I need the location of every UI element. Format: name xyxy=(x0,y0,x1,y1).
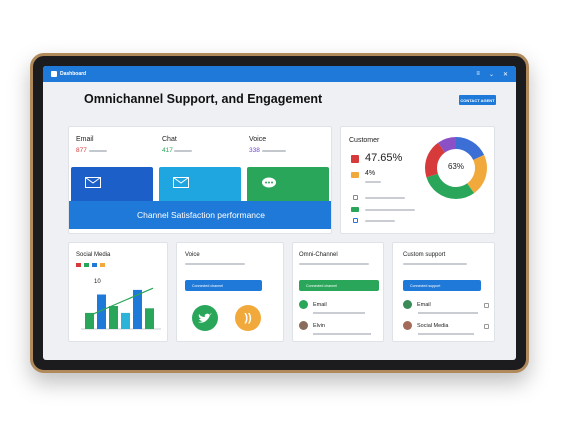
envelope-icon xyxy=(85,177,101,188)
email-label: Email xyxy=(76,136,94,143)
voice-subline xyxy=(262,150,286,152)
support-social-checkbox[interactable] xyxy=(484,324,489,329)
customer-secondary-value: 4% xyxy=(365,170,376,177)
app-logo-icon xyxy=(51,71,57,77)
custom-support-title: Custom support xyxy=(403,252,446,258)
twitter-icon[interactable] xyxy=(192,305,218,331)
bar-4 xyxy=(121,312,130,329)
legend-checkbox-2[interactable] xyxy=(353,218,358,223)
chat-tile[interactable] xyxy=(159,167,241,207)
chat-subline xyxy=(174,150,192,152)
customer-primary-value: 47.65% xyxy=(365,152,403,164)
support-item-social-line xyxy=(418,333,474,335)
voice-label: Voice xyxy=(249,136,267,143)
legend-swatch-green xyxy=(351,207,359,212)
metric-line xyxy=(365,181,381,183)
voice-wave-icon[interactable]: )) xyxy=(235,305,261,331)
social-swatches xyxy=(76,263,105,267)
custom-support-card: Custom support Connected support Email S… xyxy=(392,242,495,342)
app-title: Dashboard xyxy=(60,71,87,77)
voice-value: 338 xyxy=(249,147,260,154)
voice-tile[interactable] xyxy=(247,167,329,207)
email-tile[interactable] xyxy=(71,167,153,207)
support-email-avatar xyxy=(403,300,412,309)
custom-support-subline xyxy=(403,263,467,265)
email-avatar xyxy=(299,300,308,309)
voice-subline xyxy=(185,263,245,265)
voice-card: Voice Connected channel )) xyxy=(176,242,284,342)
voice-bubble-icon xyxy=(262,177,276,188)
support-social-avatar xyxy=(403,321,412,330)
title-bar: Dashboard ≡ ⌄ ✕ xyxy=(43,66,516,82)
customer-donut-chart xyxy=(425,137,487,199)
social-chart-value: 10 xyxy=(94,279,101,285)
elvin-avatar xyxy=(299,321,308,330)
minimize-icon[interactable]: ⌄ xyxy=(488,71,494,78)
bar-2 xyxy=(97,294,106,329)
support-email-checkbox[interactable] xyxy=(484,303,489,308)
email-subline xyxy=(89,150,107,152)
omni-connected-pill[interactable]: Connected channel xyxy=(299,280,379,291)
legend-line-3 xyxy=(365,220,395,222)
legend-line-2 xyxy=(365,209,415,211)
window-controls: ≡ ⌄ ✕ xyxy=(476,71,508,78)
omni-item-email[interactable]: Email xyxy=(299,300,327,309)
donut-center-value: 63% xyxy=(447,162,464,171)
dashboard-screen: Dashboard ≡ ⌄ ✕ Omnichannel Support, and… xyxy=(43,66,516,360)
contact-agent-button[interactable]: CONTACT AGENT xyxy=(459,95,496,105)
secondary-metric-icon xyxy=(351,172,359,178)
page-title: Omnichannel Support, and Engagement xyxy=(84,92,323,106)
voice-connected-pill[interactable]: Connected channel xyxy=(185,280,262,291)
omni-item-email-line xyxy=(313,312,365,314)
donut-segment-orange xyxy=(425,137,487,199)
omni-item-elvin[interactable]: Elvin xyxy=(299,321,325,330)
donut-segment-green xyxy=(425,137,487,199)
support-item-social[interactable]: Social Media xyxy=(403,321,449,330)
customer-label: Customer xyxy=(349,137,380,144)
tablet-frame: Dashboard ≡ ⌄ ✕ Omnichannel Support, and… xyxy=(30,53,529,373)
email-value: 877 xyxy=(76,147,87,154)
omni-item-elvin-line xyxy=(313,333,371,335)
primary-metric-icon xyxy=(351,155,359,163)
social-bar-chart xyxy=(81,287,161,330)
custom-support-pill[interactable]: Connected support xyxy=(403,280,481,291)
social-media-title: Social Media xyxy=(76,252,111,258)
customer-card: Customer 47.65% 4% 63% xyxy=(340,126,495,234)
bar-5 xyxy=(133,289,142,329)
legend-checkbox-1[interactable] xyxy=(353,195,358,200)
social-media-card: Social Media 10 xyxy=(68,242,168,342)
omni-channel-card: Omni-Channel Connected channel Email Elv… xyxy=(292,242,384,342)
omni-subline xyxy=(299,263,369,265)
menu-icon[interactable]: ≡ xyxy=(476,70,480,77)
legend-line-1 xyxy=(365,197,405,199)
chat-label: Chat xyxy=(162,136,177,143)
voice-title: Voice xyxy=(185,252,200,258)
donut-segment-purple xyxy=(425,137,487,199)
channels-card: Email 877 Chat 417 Voice 338 Channel Sat… xyxy=(68,126,332,234)
donut-segment-red xyxy=(425,137,487,199)
close-icon[interactable]: ✕ xyxy=(502,71,508,78)
support-item-email[interactable]: Email xyxy=(403,300,431,309)
bar-3 xyxy=(109,306,118,329)
support-item-email-line xyxy=(418,312,478,314)
satisfaction-banner: Channel Satisfaction performance xyxy=(69,201,331,229)
omni-title: Omni-Channel xyxy=(299,252,338,258)
trend-line xyxy=(88,287,154,317)
chat-envelope-icon xyxy=(173,177,189,188)
bar-6 xyxy=(145,308,154,329)
chat-value: 417 xyxy=(162,147,173,154)
bar-1 xyxy=(85,312,94,329)
